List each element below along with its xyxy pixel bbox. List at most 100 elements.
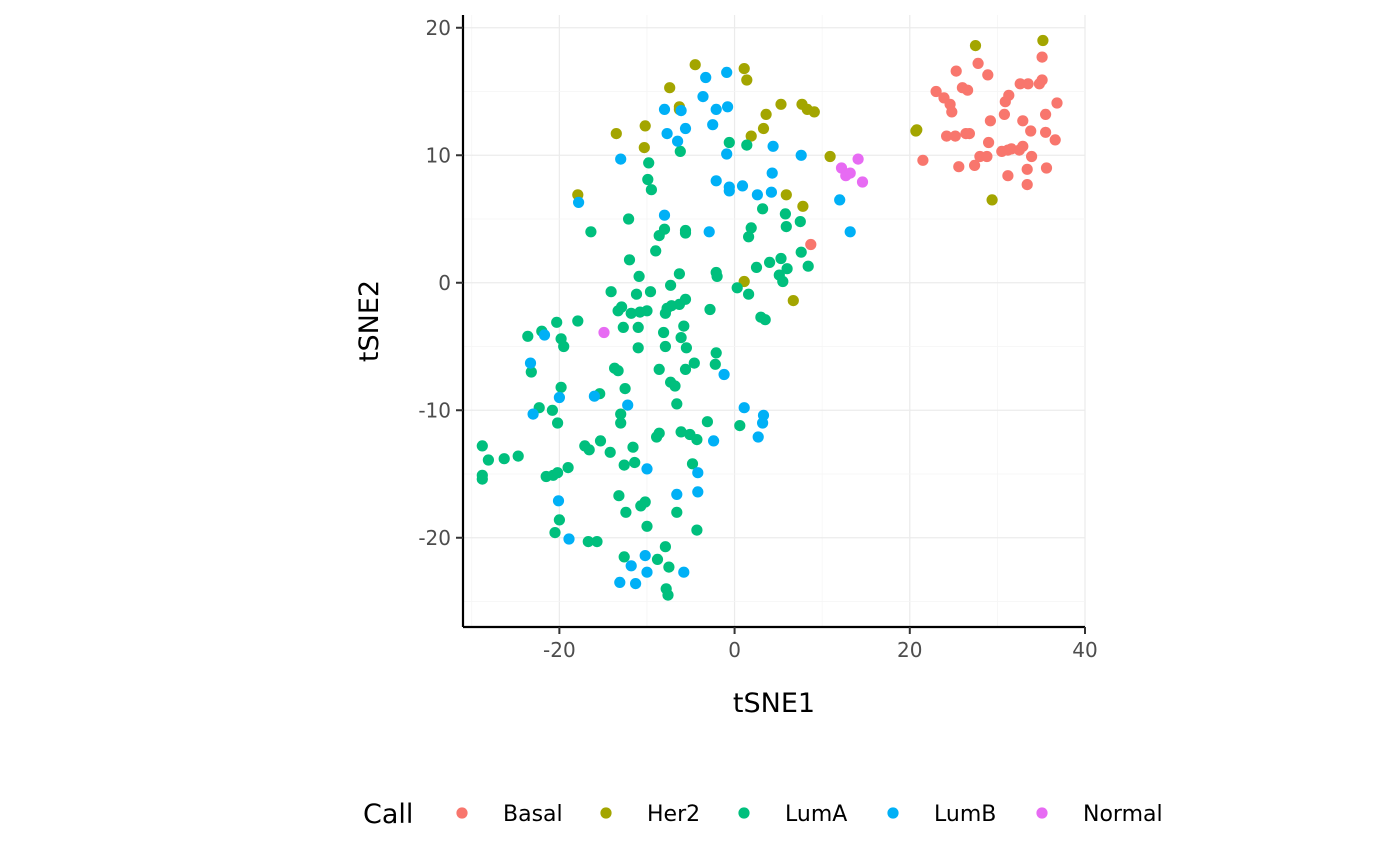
point-luma: [671, 506, 683, 518]
point-basal: [949, 130, 961, 142]
point-luma: [678, 320, 690, 332]
legend-key-basal: [456, 807, 468, 819]
point-lumb: [658, 209, 671, 221]
point-luma: [644, 286, 657, 298]
point-luma: [780, 221, 792, 233]
point-her2: [610, 128, 622, 140]
point-luma: [645, 184, 658, 196]
point-lumb: [795, 149, 807, 161]
point-luma: [704, 303, 716, 316]
point-lumb: [700, 71, 712, 84]
point-luma: [686, 458, 699, 470]
point-basal: [805, 238, 817, 251]
point-lumb: [723, 185, 735, 197]
legend-label-lumb: LumB: [934, 802, 996, 827]
point-luma: [555, 381, 567, 393]
point-luma: [759, 314, 771, 326]
point-her2: [775, 98, 787, 110]
point-basal: [969, 159, 981, 171]
point-luma: [775, 252, 787, 265]
point-luma: [680, 342, 693, 354]
legend-key-her2: [600, 807, 612, 819]
point-luma: [633, 270, 645, 282]
point-basal: [1022, 78, 1034, 90]
point-luma: [558, 340, 570, 353]
point-lumb: [707, 119, 719, 131]
point-luma: [701, 416, 714, 428]
point-basal: [1036, 51, 1048, 63]
point-luma: [745, 222, 757, 234]
point-luma: [653, 363, 665, 375]
point-luma: [552, 417, 564, 429]
point-luma: [476, 469, 488, 481]
point-basal: [1014, 78, 1026, 90]
point-luma: [641, 305, 653, 317]
point-basal: [981, 150, 993, 163]
legend-label-her2: Her2: [647, 802, 700, 827]
point-lumb: [834, 194, 846, 206]
point-luma: [572, 315, 584, 327]
point-her2: [824, 150, 836, 163]
point-luma: [679, 227, 692, 239]
point-lumb: [679, 122, 692, 135]
point-lumb: [692, 486, 704, 498]
point-lumb: [767, 140, 779, 152]
point-basal: [950, 65, 962, 77]
point-lumb: [672, 135, 684, 147]
point-luma: [618, 551, 630, 563]
point-luma: [691, 524, 703, 536]
point-her2: [911, 124, 923, 136]
point-her2: [780, 189, 792, 201]
grid: [463, 15, 1086, 627]
point-luma: [562, 462, 574, 474]
point-basal: [1040, 108, 1052, 120]
point-luma: [741, 139, 753, 151]
legend-key-lumb: [887, 807, 899, 819]
point-luma: [734, 420, 746, 432]
point-luma: [675, 332, 687, 344]
point-basal: [1002, 170, 1014, 182]
point-basal: [999, 96, 1011, 108]
point-her2: [969, 40, 982, 52]
point-basal: [917, 154, 929, 166]
point-luma: [757, 203, 769, 215]
x-tick-label: 40: [1072, 638, 1097, 662]
point-basal: [1017, 140, 1029, 152]
point-luma: [653, 427, 665, 439]
point-basal: [1051, 97, 1063, 109]
point-lumb: [757, 417, 769, 429]
point-luma: [605, 286, 617, 298]
point-luma: [623, 213, 635, 225]
legend-label-luma: LumA: [785, 802, 847, 827]
point-luma: [583, 444, 595, 456]
point-lumb: [588, 390, 601, 402]
point-basal: [963, 128, 976, 140]
point-basal: [1026, 150, 1038, 163]
point-lumb: [524, 357, 537, 369]
point-lumb: [553, 391, 566, 404]
point-luma: [615, 417, 627, 429]
point-luma: [650, 245, 662, 257]
point-luma: [630, 288, 643, 300]
point-lumb: [718, 368, 730, 381]
point-lumb: [722, 101, 734, 113]
point-luma: [781, 263, 793, 275]
point-luma: [623, 254, 636, 266]
point-lumb: [671, 488, 683, 500]
point-luma: [549, 527, 561, 539]
point-lumb: [552, 495, 565, 507]
axis-ticks: -20 0 20 40 -20 -10 0 10 20: [418, 16, 1097, 662]
point-lumb: [630, 578, 642, 590]
point-luma: [642, 173, 654, 186]
point-lumb: [639, 550, 651, 562]
point-basal: [1049, 134, 1061, 146]
point-luma: [476, 440, 488, 452]
point-luma: [627, 441, 639, 453]
point-normal: [856, 176, 869, 188]
point-luma: [612, 365, 624, 377]
point-basal: [982, 69, 994, 81]
point-lumb: [708, 435, 720, 447]
point-basal: [953, 161, 965, 173]
point-her2: [689, 59, 701, 71]
point-her2: [797, 200, 809, 212]
